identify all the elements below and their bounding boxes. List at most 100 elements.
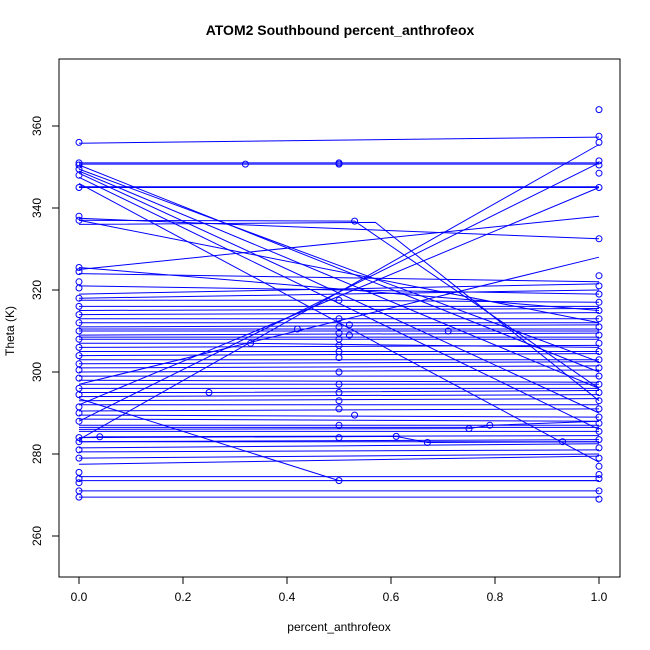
data-point <box>75 417 83 425</box>
data-point <box>75 343 83 351</box>
profile-line <box>78 170 600 389</box>
data-point <box>444 327 452 335</box>
data-point <box>75 311 83 319</box>
data-point <box>595 161 603 169</box>
data-point <box>595 462 603 470</box>
data-point <box>96 433 104 441</box>
profile-line <box>78 344 600 348</box>
data-point <box>335 421 343 429</box>
data-point <box>241 160 249 168</box>
points-layer <box>75 106 603 503</box>
data-point <box>75 403 83 411</box>
data-point <box>75 468 83 476</box>
profile-line <box>78 256 600 385</box>
data-point <box>595 405 603 413</box>
profile-line <box>78 418 600 422</box>
y-tick-label: 260 <box>30 526 44 546</box>
profile-line <box>78 273 600 283</box>
chart-title: ATOM2 Southbound percent_anthrofeox <box>206 22 475 38</box>
data-point <box>75 360 83 368</box>
data-point <box>595 157 603 165</box>
profile-line <box>78 361 600 365</box>
data-point <box>595 380 603 388</box>
data-point <box>345 331 353 339</box>
data-point <box>335 405 343 413</box>
y-tick-label: 340 <box>30 198 44 218</box>
data-point <box>75 434 83 442</box>
data-point <box>595 298 603 306</box>
profile-line <box>78 408 600 412</box>
data-point <box>75 319 83 327</box>
data-point <box>335 380 343 388</box>
data-point <box>595 315 603 323</box>
data-point <box>335 477 343 485</box>
data-point <box>75 384 83 392</box>
data-point <box>595 413 603 421</box>
profile-line <box>78 219 600 389</box>
data-point <box>75 454 83 462</box>
data-point <box>595 397 603 405</box>
profile-line <box>78 332 600 336</box>
data-point <box>335 323 343 331</box>
y-tick-label: 320 <box>30 280 44 300</box>
data-point <box>335 434 343 442</box>
profile-line <box>78 168 600 363</box>
profile-line <box>79 299 600 303</box>
profile-line <box>79 342 600 348</box>
profile-line <box>78 449 600 453</box>
profile-line <box>78 443 600 449</box>
data-point <box>595 471 603 478</box>
data-point <box>465 425 473 433</box>
profile-line <box>79 390 600 393</box>
plot-frame <box>58 58 621 578</box>
data-point <box>335 159 343 167</box>
data-point <box>595 348 603 355</box>
data-point <box>335 341 343 349</box>
data-point <box>423 439 431 446</box>
data-point <box>595 364 603 372</box>
data-point <box>486 421 494 429</box>
data-point <box>75 264 83 271</box>
profile-line <box>78 215 600 270</box>
profile-line <box>78 324 600 328</box>
data-point <box>75 487 83 495</box>
data-point <box>75 438 83 446</box>
profile-line <box>78 162 600 422</box>
data-point <box>595 169 603 177</box>
data-point <box>75 138 83 146</box>
profile-line <box>78 414 600 418</box>
data-point <box>335 296 343 304</box>
profile-line <box>78 398 599 482</box>
data-point <box>75 294 83 302</box>
data-point <box>75 159 83 167</box>
data-point <box>335 368 343 376</box>
data-point <box>595 331 603 339</box>
data-point <box>75 327 83 335</box>
profile-line <box>78 217 600 240</box>
data-point <box>351 411 359 419</box>
profile-line <box>78 219 600 324</box>
data-point <box>75 216 83 224</box>
data-point <box>247 339 255 347</box>
profile-line <box>78 369 600 373</box>
data-point <box>345 321 353 329</box>
x-tick-label: 0.2 <box>175 590 192 604</box>
profile-line <box>78 187 600 406</box>
x-tick-label: 0.8 <box>487 590 504 604</box>
data-point <box>595 184 603 191</box>
profile-line <box>78 308 600 311</box>
profile-line <box>78 182 600 463</box>
data-point <box>595 487 603 495</box>
data-point <box>595 389 603 396</box>
data-point <box>75 184 83 191</box>
data-point <box>595 444 603 452</box>
y-tick-label: 280 <box>30 444 44 464</box>
data-point <box>559 438 567 446</box>
profile-line <box>78 365 600 369</box>
data-point <box>293 325 301 333</box>
data-point <box>595 495 603 503</box>
data-point <box>595 282 603 290</box>
data-point <box>392 432 400 440</box>
profile-line <box>78 398 600 402</box>
